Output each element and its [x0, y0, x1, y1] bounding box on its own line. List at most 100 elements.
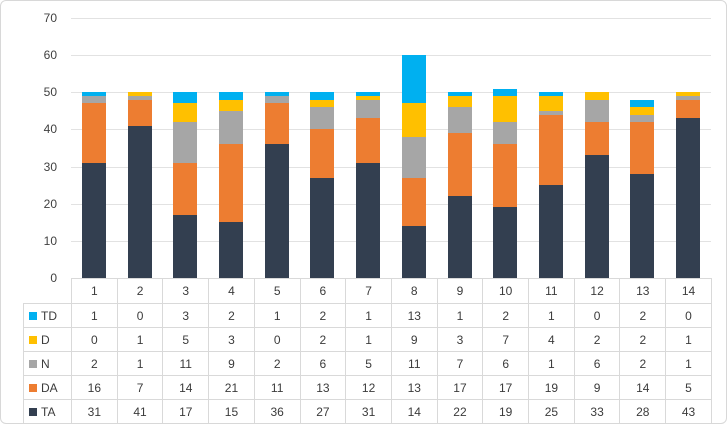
bar-stack [539, 92, 564, 278]
legend-cell-TA: TA [23, 399, 72, 423]
bar-segment-DA [630, 122, 655, 174]
gridline [71, 18, 711, 19]
bar-column-11 [528, 18, 574, 278]
value-cell: 5 [345, 351, 392, 376]
category-label: 5 [253, 278, 301, 304]
value-cell: 13 [390, 303, 438, 328]
bar-column-4 [208, 18, 254, 278]
y-tick-label: 40 [43, 122, 57, 137]
bar-segment-DA [173, 162, 198, 215]
category-label: 4 [208, 278, 255, 304]
value-cell: 9 [573, 375, 621, 400]
category-label: 3 [162, 278, 210, 304]
bar-segment-DA [219, 144, 244, 223]
category-label: 14 [665, 278, 712, 304]
value-cell: 2 [253, 351, 301, 376]
category-label: 8 [390, 278, 438, 304]
value-cell: 5 [162, 327, 210, 352]
bar-segment-N [584, 99, 609, 123]
bar-stack [219, 92, 244, 278]
bar-segment-TA [447, 196, 472, 278]
gridline [71, 203, 711, 205]
bar-segment-TA [356, 162, 381, 278]
value-cell: 1 [436, 303, 484, 328]
bar-segment-D [173, 103, 198, 123]
bar-column-12 [574, 18, 620, 278]
bar-column-14 [665, 18, 711, 278]
value-cell: 2 [619, 327, 667, 352]
category-label: 12 [573, 278, 621, 304]
value-cell: 17 [436, 375, 484, 400]
bar-segment-D [127, 92, 152, 97]
bar-column-1 [71, 18, 117, 278]
value-cell: 11 [390, 351, 438, 376]
bar-segment-DA [264, 103, 289, 145]
value-cell: 6 [573, 351, 621, 376]
value-cell: 7 [116, 375, 164, 400]
bar-segment-DA [539, 114, 564, 186]
value-cell: 6 [299, 351, 347, 376]
bar-segment-N [676, 96, 701, 100]
bar-segment-D [676, 92, 701, 97]
bar-segment-TD [539, 92, 564, 97]
bar-stack [493, 88, 518, 278]
category-label: 7 [345, 278, 392, 304]
value-cell: 28 [619, 399, 667, 423]
gridline [71, 92, 711, 94]
bar-stack [173, 92, 198, 278]
bar-segment-N [81, 96, 106, 104]
series-name: TA [41, 404, 56, 419]
bar-segment-TA [630, 174, 655, 278]
y-tick-label: 50 [43, 85, 57, 100]
bars [71, 18, 711, 278]
bar-segment-TA [401, 226, 426, 278]
value-cell: 2 [619, 303, 667, 328]
bar-segment-D [447, 96, 472, 108]
bar-segment-DA [127, 99, 152, 126]
bar-segment-DA [584, 122, 609, 156]
bar-segment-TD [219, 92, 244, 100]
value-cell: 2 [299, 303, 347, 328]
y-tick-label: 10 [43, 233, 57, 248]
bar-segment-D [539, 96, 564, 111]
bar-segment-TA [676, 118, 701, 278]
bar-segment-DA [493, 144, 518, 208]
bar-segment-D [310, 99, 335, 108]
value-cell: 21 [208, 375, 255, 400]
series-name: DA [41, 380, 58, 395]
bar-stack [401, 55, 426, 278]
y-tick-label: 0 [50, 271, 57, 285]
bar-stack [127, 92, 152, 278]
category-label: 6 [299, 278, 347, 304]
category-label: 2 [116, 278, 164, 304]
value-cell: 5 [665, 375, 712, 400]
table-row-TA: TA 31 41 17 15 36 27 31 14 22 19 25 33 28 43 [23, 399, 712, 423]
gridline [71, 55, 711, 57]
bar-segment-N [264, 96, 289, 104]
legend-swatch-icon [29, 311, 37, 320]
series-name: D [41, 332, 50, 347]
bar-stack [81, 92, 106, 278]
bar-segment-TD [630, 99, 655, 108]
y-tick-label: 60 [43, 48, 57, 63]
value-cell: 1 [345, 303, 392, 328]
value-cell: 0 [573, 303, 621, 328]
bar-segment-TA [81, 162, 106, 278]
value-cell: 2 [71, 351, 118, 376]
bar-segment-N [219, 110, 244, 145]
value-cell: 1 [528, 303, 575, 328]
value-cell: 4 [528, 327, 575, 352]
bar-stack [584, 92, 609, 278]
bar-segment-TA [173, 214, 198, 278]
bar-segment-DA [447, 133, 472, 197]
bar-column-9 [437, 18, 483, 278]
bar-segment-TD [401, 55, 426, 104]
data-table: 1 2 3 4 5 6 7 8 9 10 11 12 13 14 TD 1 0 3 2 1 2 1 13 1 2 1 0 2 0 D 0 1 5… [23, 278, 712, 423]
value-cell: 3 [436, 327, 484, 352]
value-cell: 33 [573, 399, 621, 423]
value-cell: 11 [162, 351, 210, 376]
bar-column-6 [300, 18, 346, 278]
legend-cell-DA: DA [23, 375, 72, 400]
value-cell: 6 [482, 351, 530, 376]
